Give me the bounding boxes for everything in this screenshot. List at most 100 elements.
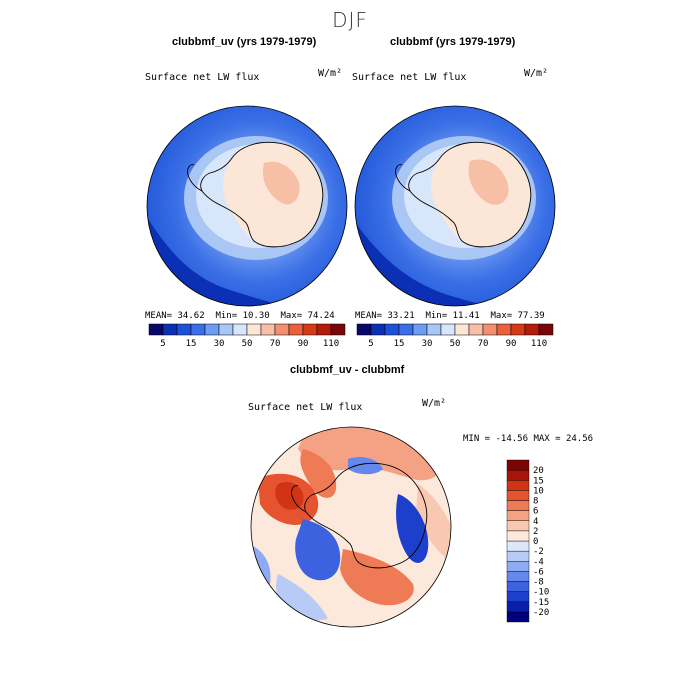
panel-3-positive-anomaly bbox=[275, 482, 304, 510]
panel-2-variable-label: Surface net LW flux bbox=[352, 72, 467, 83]
panel-1-coastline bbox=[200, 141, 324, 248]
colorbar-swatch bbox=[506, 480, 530, 491]
panel-2-peninsula-coastline bbox=[395, 164, 411, 192]
colorbar-tick-label: 8 bbox=[533, 497, 538, 507]
colorbar-swatch bbox=[506, 591, 530, 602]
colorbar-swatch bbox=[506, 540, 530, 552]
colorbar-tick-label: 0 bbox=[533, 537, 538, 547]
panel-1-peninsula-coastline bbox=[187, 164, 203, 192]
panel-1-colorbar: 51530507090110130 bbox=[148, 323, 351, 349]
colorbar-swatch bbox=[330, 323, 346, 336]
colorbar-tick-label: 90 bbox=[298, 339, 309, 349]
colorbar-tick-label: 30 bbox=[422, 339, 433, 349]
panel-3-negative-anomaly bbox=[396, 494, 429, 563]
colorbar-swatch bbox=[506, 469, 530, 481]
colorbar-tick-label: 90 bbox=[506, 339, 517, 349]
panel-3-peninsula-coastline bbox=[291, 485, 307, 513]
panel-2-units-label: W/m² bbox=[524, 68, 549, 79]
colorbar-tick-label: -2 bbox=[533, 547, 544, 557]
colorbar-swatch bbox=[524, 323, 540, 336]
colorbar-tick-label: -15 bbox=[533, 598, 549, 608]
panel-2-max-label: Max= bbox=[490, 311, 513, 321]
panel-1-map bbox=[146, 105, 348, 307]
colorbar-tick-label: 50 bbox=[242, 339, 253, 349]
panel-2-stats: MEAN= 33.21 Min= 11.41 Max= 77.39 bbox=[355, 311, 545, 321]
colorbar-swatch bbox=[482, 323, 498, 336]
colorbar-swatch bbox=[506, 530, 530, 542]
colorbar-tick-label: -6 bbox=[533, 567, 544, 577]
colorbar-swatch bbox=[506, 611, 530, 623]
colorbar-swatch bbox=[204, 323, 220, 336]
colorbar-swatch bbox=[506, 601, 530, 613]
colorbar-tick-label: 50 bbox=[450, 339, 461, 349]
panel-1-stats: MEAN= 34.62 Min= 10.30 Max= 74.24 bbox=[145, 311, 335, 321]
colorbar-swatch bbox=[190, 323, 206, 336]
colorbar-swatch bbox=[506, 500, 530, 511]
colorbar-tick-label: 30 bbox=[214, 339, 225, 349]
panel-3-title: clubbmf_uv - clubbmf bbox=[290, 364, 405, 376]
panel-1-title: clubbmf_uv (yrs 1979-1979) bbox=[172, 36, 317, 48]
colorbar-swatch bbox=[506, 459, 530, 471]
colorbar-tick-label: 70 bbox=[270, 339, 281, 349]
panel-2-max-value: 77.39 bbox=[517, 311, 545, 321]
panel-3-map-border bbox=[250, 426, 452, 628]
colorbar-swatch bbox=[302, 323, 318, 336]
colorbar-swatch bbox=[440, 323, 456, 336]
colorbar-tick-label: 2 bbox=[533, 527, 538, 537]
colorbar-tick-label: 20 bbox=[533, 466, 544, 476]
panel-2-map-border bbox=[354, 105, 556, 307]
panel-3-coastline bbox=[304, 462, 428, 569]
panel-3-units-label: W/m² bbox=[422, 398, 447, 409]
colorbar-swatch bbox=[506, 550, 530, 562]
figure-season-title: DJF bbox=[332, 8, 368, 32]
panel-1-plateau-field bbox=[262, 161, 300, 205]
colorbar-swatch bbox=[496, 323, 512, 336]
panel-3-negative-anomaly bbox=[295, 519, 341, 581]
panel-3-map bbox=[250, 426, 452, 628]
panel-2-coastline bbox=[408, 141, 532, 248]
colorbar-swatch bbox=[288, 323, 304, 336]
panel-1-max-label: Max= bbox=[280, 311, 303, 321]
panel-1-units-label: W/m² bbox=[318, 68, 343, 79]
panel-1-map-border bbox=[146, 105, 348, 307]
colorbar-swatch bbox=[162, 323, 178, 336]
colorbar-tick-label: 70 bbox=[478, 339, 489, 349]
panel-3-negative-anomaly bbox=[348, 457, 383, 475]
panel-3-positive-anomaly bbox=[300, 449, 337, 498]
colorbar-swatch bbox=[538, 323, 554, 336]
colorbar-tick-label: 15 bbox=[186, 339, 197, 349]
panel-1-mean-label: MEAN= bbox=[145, 311, 173, 321]
colorbar-swatch bbox=[218, 323, 234, 336]
colorbar-swatch bbox=[506, 520, 530, 532]
colorbar-tick-label: -20 bbox=[533, 608, 549, 618]
panel-3-stats: MIN = -14.56 MAX = 24.56 bbox=[463, 434, 594, 444]
colorbar-swatch bbox=[316, 323, 332, 336]
colorbar-swatch bbox=[506, 571, 530, 582]
colorbar-swatch bbox=[506, 581, 530, 592]
colorbar-swatch bbox=[176, 323, 192, 336]
colorbar-swatch bbox=[370, 323, 386, 336]
colorbar-tick-label: -10 bbox=[533, 588, 549, 598]
panel-1-min-label: Min= bbox=[215, 311, 238, 321]
colorbar-swatch bbox=[454, 323, 470, 336]
panel-1-mean-value: 34.62 bbox=[177, 311, 205, 321]
colorbar-swatch bbox=[274, 323, 290, 336]
colorbar-swatch bbox=[468, 323, 484, 336]
colorbar-swatch bbox=[426, 323, 442, 336]
colorbar-swatch bbox=[232, 323, 248, 336]
colorbar-swatch bbox=[506, 510, 530, 521]
colorbar-swatch bbox=[506, 561, 530, 572]
colorbar-tick-label: -8 bbox=[533, 578, 544, 588]
colorbar-tick-label: 5 bbox=[368, 339, 373, 349]
colorbar-swatch bbox=[412, 323, 428, 336]
colorbar-swatch bbox=[398, 323, 414, 336]
colorbar-swatch bbox=[260, 323, 276, 336]
colorbar-tick-label: 110 bbox=[323, 339, 339, 349]
colorbar-swatch bbox=[506, 490, 530, 501]
panel-1-variable-label: Surface net LW flux bbox=[145, 72, 260, 83]
colorbar-tick-label: 10 bbox=[533, 486, 544, 496]
colorbar-swatch bbox=[384, 323, 400, 336]
panel-2-min-label: Min= bbox=[425, 311, 448, 321]
panel-2-mean-label: MEAN= bbox=[355, 311, 383, 321]
colorbar-tick-label: 15 bbox=[533, 476, 544, 486]
